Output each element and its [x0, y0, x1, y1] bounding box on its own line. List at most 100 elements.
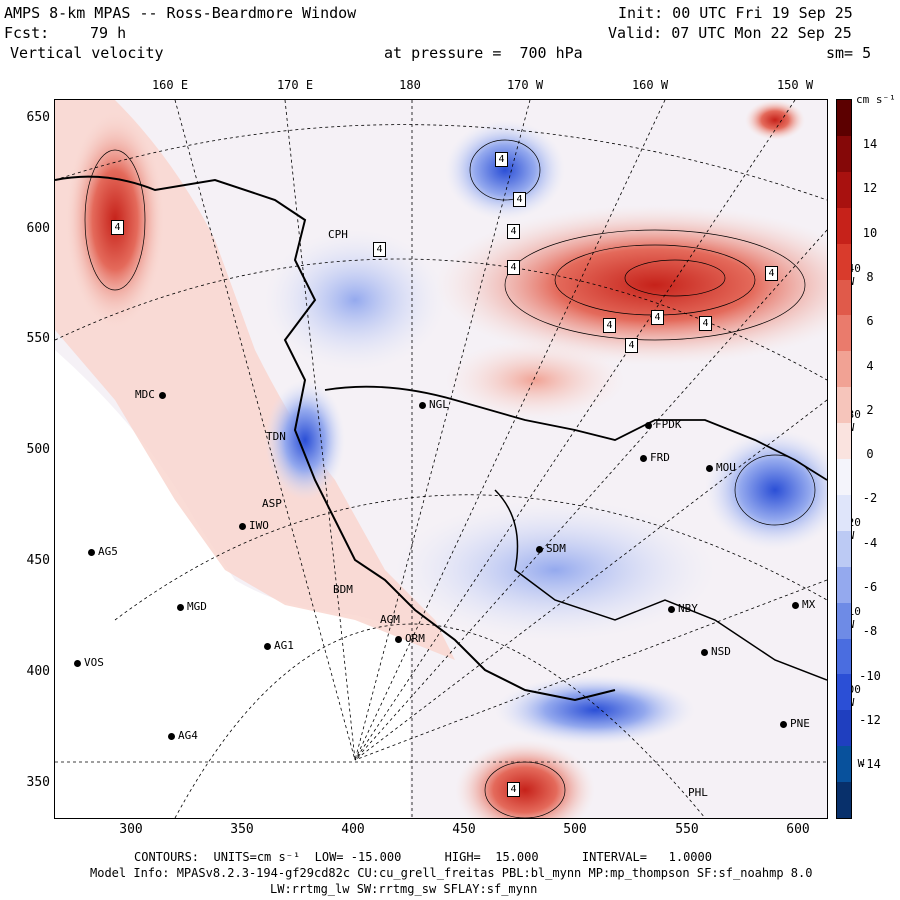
station-label: TDN	[266, 430, 286, 443]
contour-label: 4	[507, 260, 520, 275]
station-cph[interactable]: CPH	[328, 228, 348, 241]
downdraft-region-north	[445, 120, 565, 220]
station-label: FRD	[650, 451, 670, 464]
station-ag4[interactable]: AG4	[168, 729, 198, 742]
colorbar-segment	[837, 459, 851, 496]
station-fpdk[interactable]: FPDK	[645, 418, 682, 431]
contour-label: 4	[603, 318, 616, 333]
station-marker	[74, 659, 81, 667]
station-phl[interactable]: PHL	[688, 786, 708, 799]
station-mgd[interactable]: MGD	[177, 600, 207, 613]
station-tdn[interactable]: TDN	[266, 430, 286, 443]
station-mx[interactable]: MX	[792, 598, 815, 611]
station-ag5[interactable]: AG5	[88, 545, 118, 558]
station-sdm[interactable]: SDM	[536, 542, 566, 555]
station-marker	[395, 635, 402, 643]
colorbar-label: -6	[862, 580, 878, 594]
station-pne[interactable]: PNE	[780, 717, 810, 730]
colorbar-segment	[837, 171, 851, 209]
station-frd[interactable]: FRD	[640, 451, 670, 464]
colorbar-segment	[837, 315, 851, 352]
colorbar-label: -12	[859, 712, 881, 727]
graticule	[55, 100, 827, 818]
updraft-region-ne	[745, 100, 805, 140]
station-label: NSD	[711, 645, 731, 658]
y-axis-label: 600	[26, 221, 50, 236]
station-marker	[668, 605, 675, 613]
station-label: PHL	[688, 786, 708, 799]
station-label: BDM	[333, 583, 353, 596]
y-axis-label: 350	[26, 775, 50, 790]
colorbar-segment	[837, 387, 851, 424]
colorbar	[836, 99, 852, 819]
downdraft-region-south	[495, 675, 695, 745]
x-axis-label: 600	[786, 822, 810, 837]
station-label: MOU	[716, 461, 736, 474]
station-label: VOS	[84, 656, 104, 669]
map-panel[interactable]: 4 4 4 4 4 4 4 4 4 4 4 4	[54, 99, 828, 819]
colorbar-segment	[837, 566, 851, 604]
station-label: ASP	[262, 497, 282, 510]
colorbar-segment	[837, 638, 851, 675]
colorbar-label: 10	[862, 225, 878, 240]
field-name: Vertical velocity	[10, 44, 164, 62]
contour-label: 4	[765, 266, 778, 281]
station-nsd[interactable]: NSD	[701, 645, 731, 658]
station-label: MDC	[135, 388, 155, 401]
colorbar-label: 2	[866, 402, 874, 417]
ice-shelf-front	[324, 385, 827, 481]
station-orm[interactable]: ORM	[395, 632, 425, 645]
x-axis-label: 500	[563, 822, 587, 837]
y-axis-label: 400	[26, 664, 50, 679]
colorbar-label: -4	[862, 535, 878, 550]
updraft-region-east	[435, 205, 827, 365]
colorbar-label: -8	[862, 624, 878, 639]
grounding-line	[494, 489, 827, 681]
station-label: SDM	[546, 542, 566, 555]
colorbar-segment	[837, 746, 851, 783]
downdraft-region-tam	[265, 380, 345, 500]
station-marker	[168, 732, 175, 740]
station-mdc[interactable]: MDC	[135, 388, 169, 401]
map-title: AMPS 8-km MPAS -- Ross-Beardmore Window	[4, 4, 357, 22]
station-label: MX	[802, 598, 816, 611]
updraft-region-central	[445, 340, 625, 420]
station-marker	[158, 391, 166, 399]
colorbar-segment	[837, 135, 851, 173]
physics-info: LW:rrtmg_lw SW:rrtmg_sw SFLAY:sf_mynn	[270, 882, 538, 896]
station-mou[interactable]: MOU	[706, 461, 736, 474]
contour-info: CONTOURS: UNITS=cm s⁻¹ LOW= -15.000 HIGH…	[134, 850, 712, 864]
x-axis-label: 550	[675, 822, 699, 837]
colorbar-label: 8	[866, 269, 874, 284]
station-marker	[701, 648, 708, 656]
colorbar-segment	[837, 100, 851, 137]
station-label: MGD	[187, 600, 207, 613]
station-bdm[interactable]: BDM	[333, 583, 353, 596]
station-asp[interactable]: ASP	[262, 497, 282, 510]
station-nby[interactable]: NBY	[668, 602, 698, 615]
pressure-level: at pressure = 700 hPa	[384, 44, 583, 62]
station-marker	[264, 642, 271, 650]
contour-label: 4	[513, 192, 526, 207]
colorbar-segment	[837, 674, 851, 711]
init-time: Init: 00 UTC Fri 19 Sep 25	[618, 4, 853, 22]
station-agm[interactable]: AGM	[380, 613, 400, 626]
colorbar-label: 6	[866, 314, 874, 329]
station-label: NGL	[429, 398, 449, 411]
station-ag1[interactable]: AG1	[264, 639, 294, 652]
station-marker	[640, 454, 647, 462]
station-ngl[interactable]: NGL	[419, 398, 449, 411]
station-marker	[239, 522, 246, 530]
colorbar-segment	[837, 423, 851, 460]
station-label: AG4	[178, 729, 198, 742]
station-label: AG1	[274, 639, 294, 652]
station-vos[interactable]: VOS	[74, 656, 104, 669]
station-iwo[interactable]: IWO	[239, 519, 269, 532]
station-marker	[645, 421, 652, 429]
valid-time: Valid: 07 UTC Mon 22 Sep 25	[608, 24, 852, 42]
y-axis-label: 550	[26, 331, 50, 346]
x-axis-label: 300	[119, 822, 143, 837]
station-marker	[706, 464, 713, 472]
no-data-region	[55, 350, 410, 818]
contour-label: 4	[507, 782, 520, 797]
